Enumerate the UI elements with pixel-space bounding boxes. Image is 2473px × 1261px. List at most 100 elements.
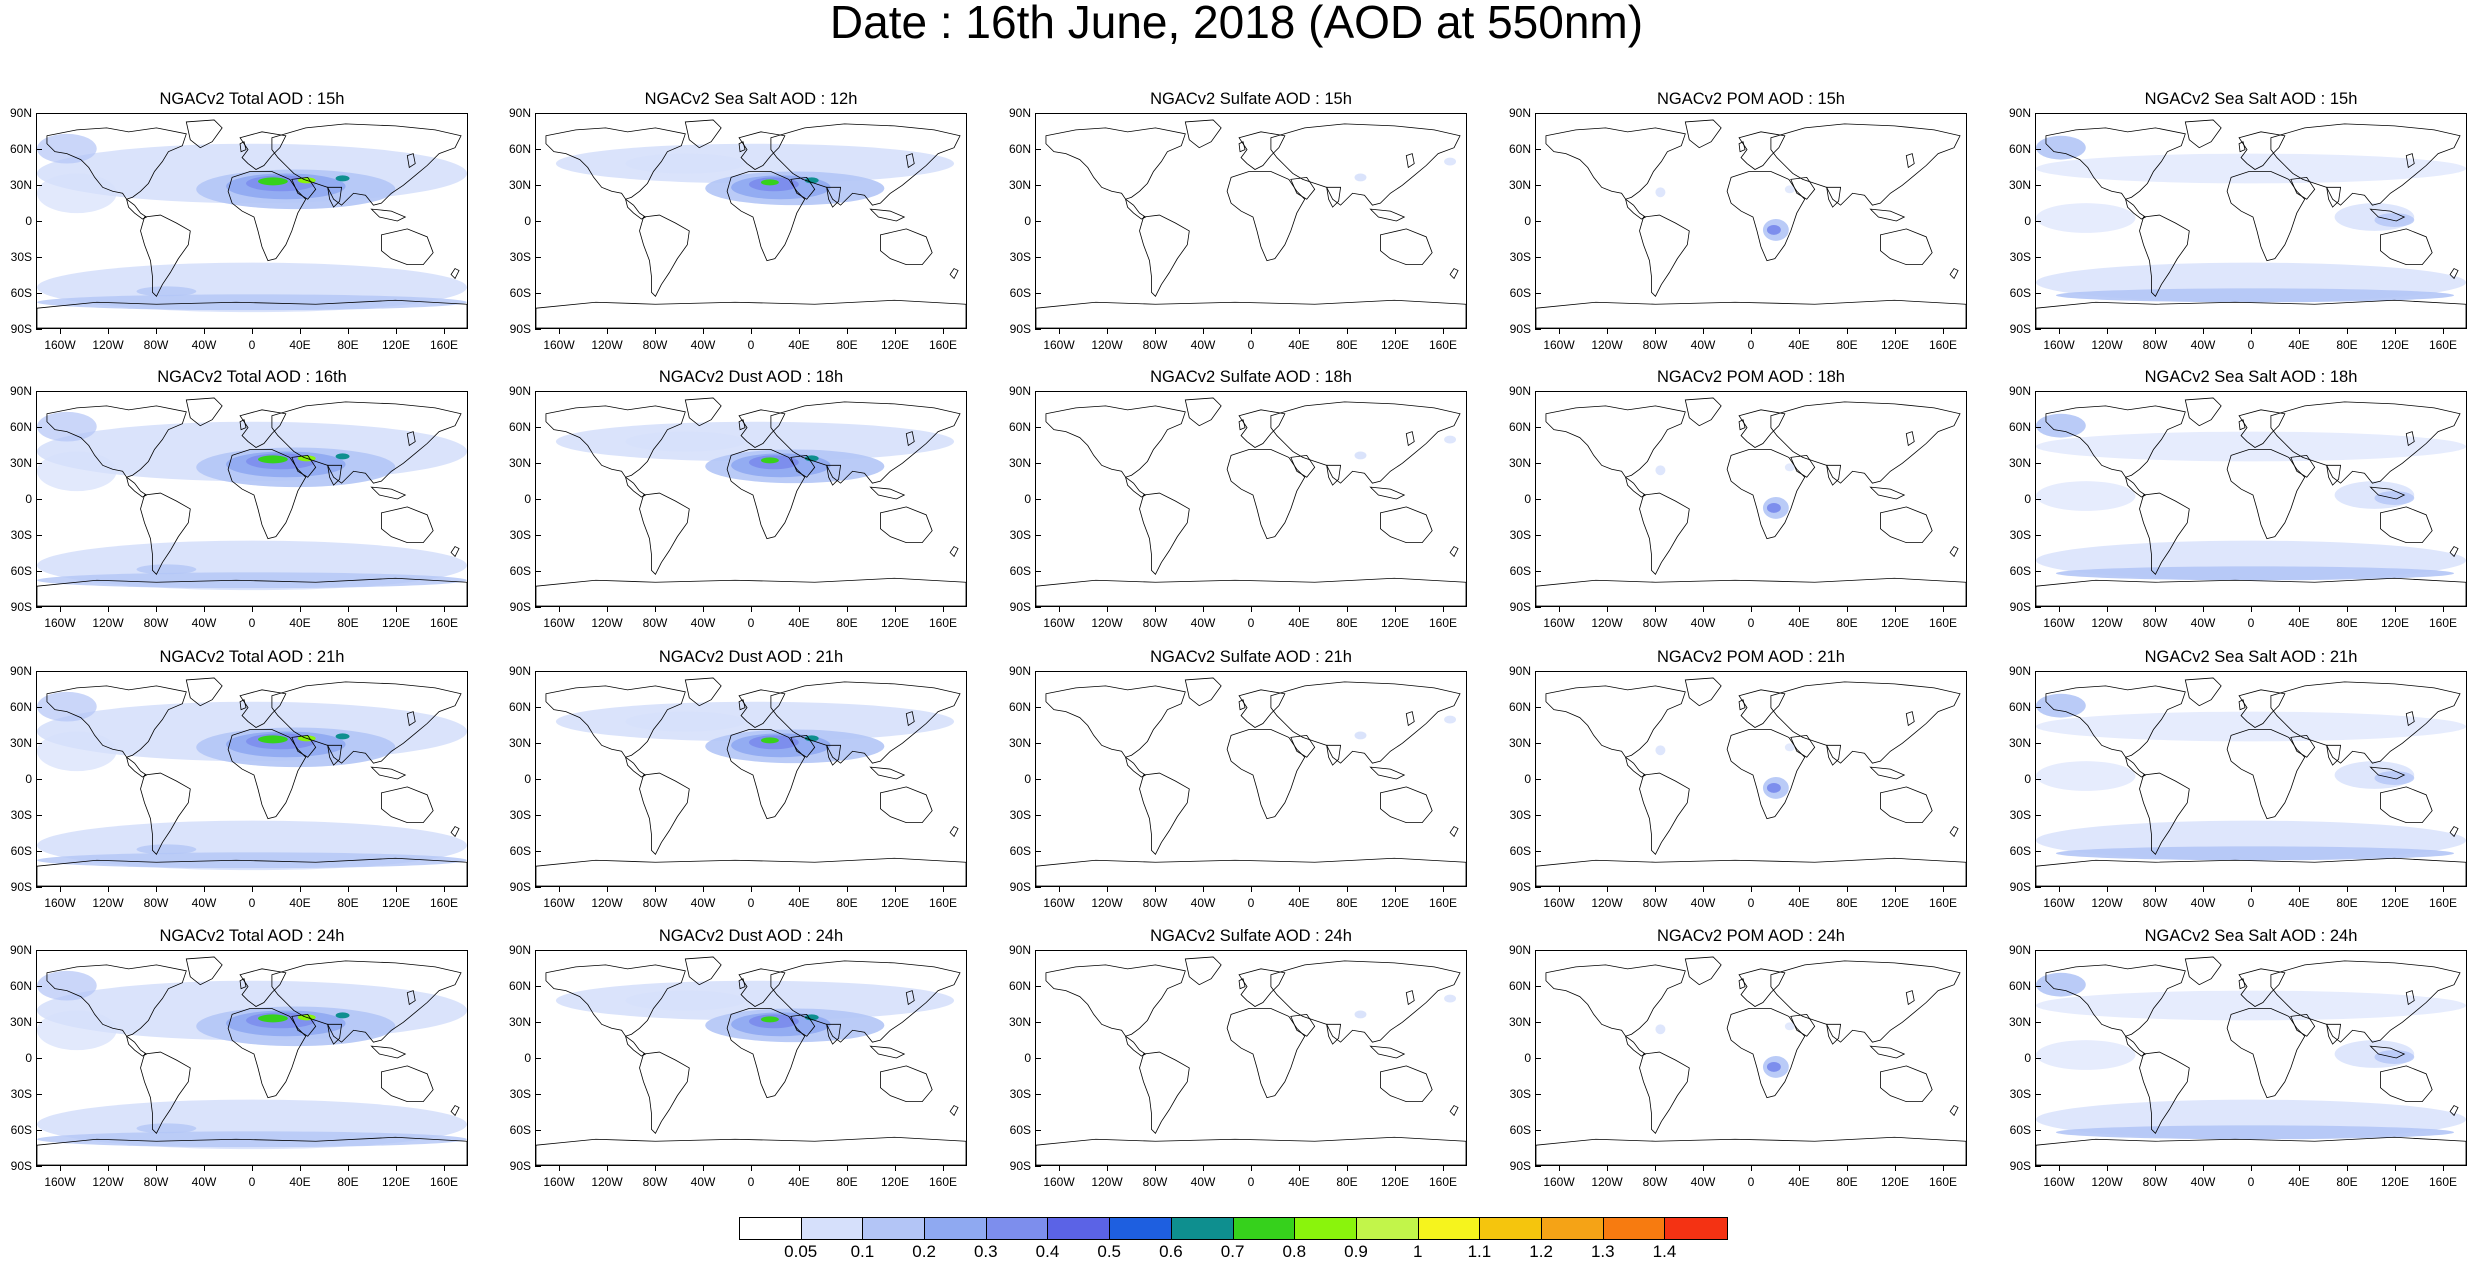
world-map — [1535, 391, 1967, 607]
lat-tick — [36, 221, 42, 222]
lat-label: 60N — [508, 420, 531, 434]
lat-tick — [1035, 1094, 1041, 1095]
lat-label: 30S — [2009, 808, 2031, 822]
lon-label: 80E — [2336, 338, 2358, 352]
map-panel: NGACv2 Sulfate AOD : 18h 90N 60N 30N 0 30S 60S… — [1005, 368, 1505, 643]
lat-label: 90S — [10, 322, 32, 336]
lon-label: 120W — [1091, 1175, 1123, 1189]
lat-tick — [2035, 499, 2041, 500]
lon-tick — [252, 886, 253, 892]
lat-label: 30S — [10, 808, 32, 822]
lat-label: 60S — [1509, 564, 1531, 578]
lon-tick — [2059, 328, 2060, 334]
lat-tick — [535, 221, 541, 222]
lon-label: 40E — [1788, 896, 1810, 910]
lat-tick — [1535, 743, 1541, 744]
lon-tick — [2155, 1165, 2156, 1171]
lon-tick — [1107, 328, 1108, 334]
lon-label: 160W — [1543, 616, 1575, 630]
lat-tick — [36, 607, 42, 608]
lon-label: 0 — [2247, 1175, 2255, 1189]
lon-label: 80W — [1642, 338, 1668, 352]
lat-label: 60N — [1008, 979, 1031, 993]
lon-label: 40E — [289, 1175, 311, 1189]
map-panel: NGACv2 Sea Salt AOD : 12h 90N 60N 30N 0 30S 60… — [505, 90, 1005, 365]
lon-tick — [2251, 328, 2252, 334]
lon-tick — [559, 328, 560, 334]
lon-tick — [1251, 1165, 1252, 1171]
lon-tick — [799, 328, 800, 334]
lon-label: 40E — [289, 338, 311, 352]
lon-label: 160W — [2043, 896, 2075, 910]
lon-tick — [1203, 886, 1204, 892]
lon-label: 120E — [381, 338, 411, 352]
lon-label: 80E — [1336, 616, 1358, 630]
colorbar-level-label: 0.7 — [1220, 1242, 1245, 1261]
lat-label: 90S — [1509, 1159, 1531, 1173]
aod-region — [37, 970, 97, 1001]
lon-label: 120W — [1591, 1175, 1623, 1189]
lat-label: 0 — [1024, 1051, 1031, 1065]
lon-label: 160E — [1428, 616, 1458, 630]
lon-label: 80W — [2142, 1175, 2168, 1189]
lon-label: 120W — [1591, 338, 1623, 352]
lat-tick — [535, 257, 541, 258]
map-panel: NGACv2 POM AOD : 15h 90N 60N 30N 0 30S 60S 90S 1… — [1505, 90, 2005, 365]
lon-tick — [204, 886, 205, 892]
lat-label: 90S — [1009, 322, 1031, 336]
lat-label: 60S — [10, 286, 32, 300]
lat-label: 30S — [1009, 528, 1031, 542]
lat-tick — [535, 185, 541, 186]
aod-region — [2036, 481, 2136, 511]
aod-region — [1784, 185, 1795, 194]
aod-field — [2036, 956, 2466, 1165]
lat-label: 0 — [2024, 214, 2031, 228]
lat-tick — [1035, 1022, 1041, 1023]
aod-region — [2036, 1040, 2136, 1070]
world-map — [535, 391, 967, 607]
lat-tick — [1035, 607, 1041, 608]
colorbar-swatch — [1418, 1218, 1481, 1239]
figure-title: Date : 16th June, 2018 (AOD at 550nm) — [829, 0, 1644, 48]
lon-tick — [655, 606, 656, 612]
aod-region — [37, 173, 117, 214]
map-panel: NGACv2 Sulfate AOD : 21h 90N 60N 30N 0 30S 60S… — [1005, 648, 1505, 923]
panel-title: NGACv2 Total AOD : 21h — [159, 648, 345, 666]
lat-tick — [2035, 329, 2041, 330]
lat-tick — [36, 950, 42, 951]
lat-tick — [2035, 887, 2041, 888]
lat-tick — [535, 815, 541, 816]
lon-tick — [1607, 886, 1608, 892]
lon-label: 40E — [1788, 1175, 1810, 1189]
lon-tick — [943, 1165, 944, 1171]
map-panel: NGACv2 Sea Salt AOD : 21h 90N 60N 30N 0 30S 60… — [2005, 648, 2473, 923]
lat-tick — [2035, 1058, 2041, 1059]
lon-tick — [847, 886, 848, 892]
lat-label: 60N — [508, 142, 531, 156]
lat-label: 90N — [1008, 106, 1031, 120]
lon-tick — [300, 886, 301, 892]
colorbar-swatch — [1356, 1218, 1419, 1239]
lon-label: 40E — [1788, 338, 1810, 352]
aod-region — [335, 733, 350, 740]
map-panel: NGACv2 POM AOD : 18h 90N 60N 30N 0 30S 60S 90S 1… — [1505, 368, 2005, 643]
lat-label: 90N — [1508, 664, 1531, 678]
lon-label: 80W — [1642, 896, 1668, 910]
lat-tick — [535, 707, 541, 708]
aod-region — [1655, 745, 1666, 756]
map-panel: NGACv2 Sulfate AOD : 15h 90N 60N 30N 0 30S 60S… — [1005, 90, 1505, 365]
coastlines — [1036, 956, 1466, 1165]
map-panel: NGACv2 Total AOD : 21h 90N 60N 30N 0 30S 60S 90… — [6, 648, 506, 923]
lat-label: 30N — [1008, 456, 1031, 470]
lat-tick — [1035, 1058, 1041, 1059]
lon-label: 40E — [1788, 616, 1810, 630]
colorbar-level-label: 0.1 — [850, 1242, 875, 1261]
lon-label: 160W — [543, 338, 575, 352]
lat-label: 90S — [1509, 322, 1531, 336]
lon-tick — [1059, 328, 1060, 334]
lat-tick — [36, 1058, 42, 1059]
lat-tick — [535, 535, 541, 536]
lon-tick — [2059, 606, 2060, 612]
aod-region — [1784, 463, 1795, 472]
lat-tick — [2035, 851, 2041, 852]
